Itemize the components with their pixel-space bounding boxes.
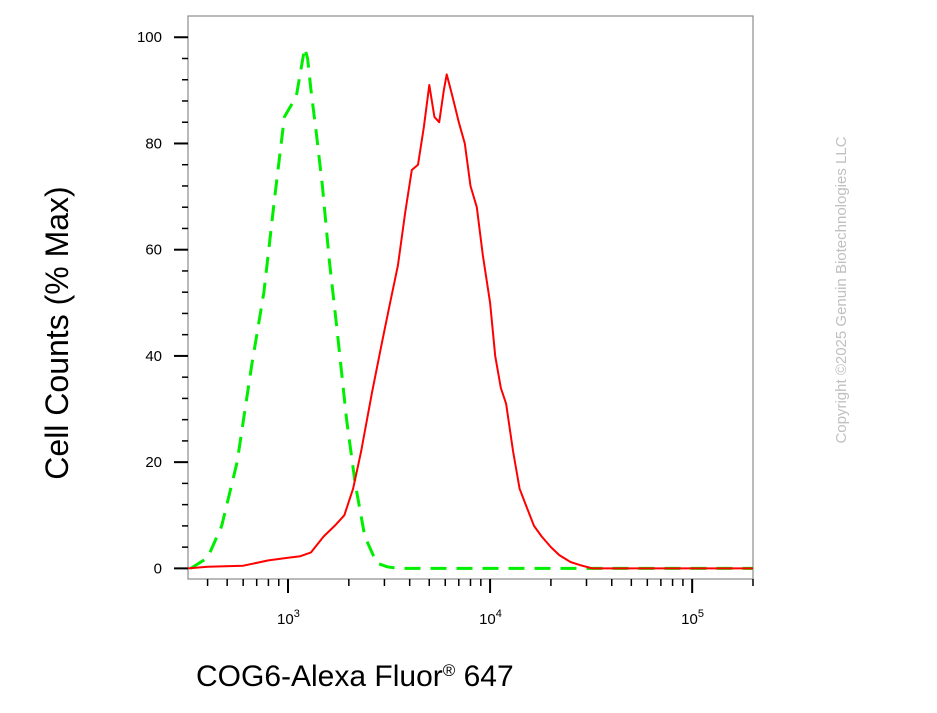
copyright-text: Copyright ©2025 Genuin Biotechnologies L… xyxy=(833,136,850,443)
y-tick-label: 40 xyxy=(145,348,162,365)
y-tick-label: 60 xyxy=(145,242,162,259)
y-tick-label: 20 xyxy=(145,454,162,471)
y-axis-label: Cell Counts (% Max) xyxy=(39,186,75,479)
y-tick-label: 100 xyxy=(137,29,162,46)
x-tick-label: 104 xyxy=(479,608,502,628)
control-histogram-line xyxy=(189,46,753,570)
plot-frame xyxy=(187,15,754,580)
y-axis: 0 20 40 60 80 100 xyxy=(137,29,188,577)
sample-histogram-line xyxy=(187,73,753,570)
x-axis-label-main: COG6-Alexa Fluor xyxy=(196,660,443,693)
y-tick-label: 0 xyxy=(154,560,162,577)
x-axis: 103 104 105 xyxy=(206,579,754,628)
x-axis-label-registered-mark: ® xyxy=(443,661,456,680)
series-layer xyxy=(187,46,753,570)
x-tick-label: 105 xyxy=(681,608,704,628)
x-axis-label-suffix: 647 xyxy=(455,660,513,693)
x-axis-label: COG6-Alexa Fluor® 647 xyxy=(196,660,514,693)
y-tick-label: 80 xyxy=(145,135,162,152)
x-tick-label: 103 xyxy=(277,608,300,628)
